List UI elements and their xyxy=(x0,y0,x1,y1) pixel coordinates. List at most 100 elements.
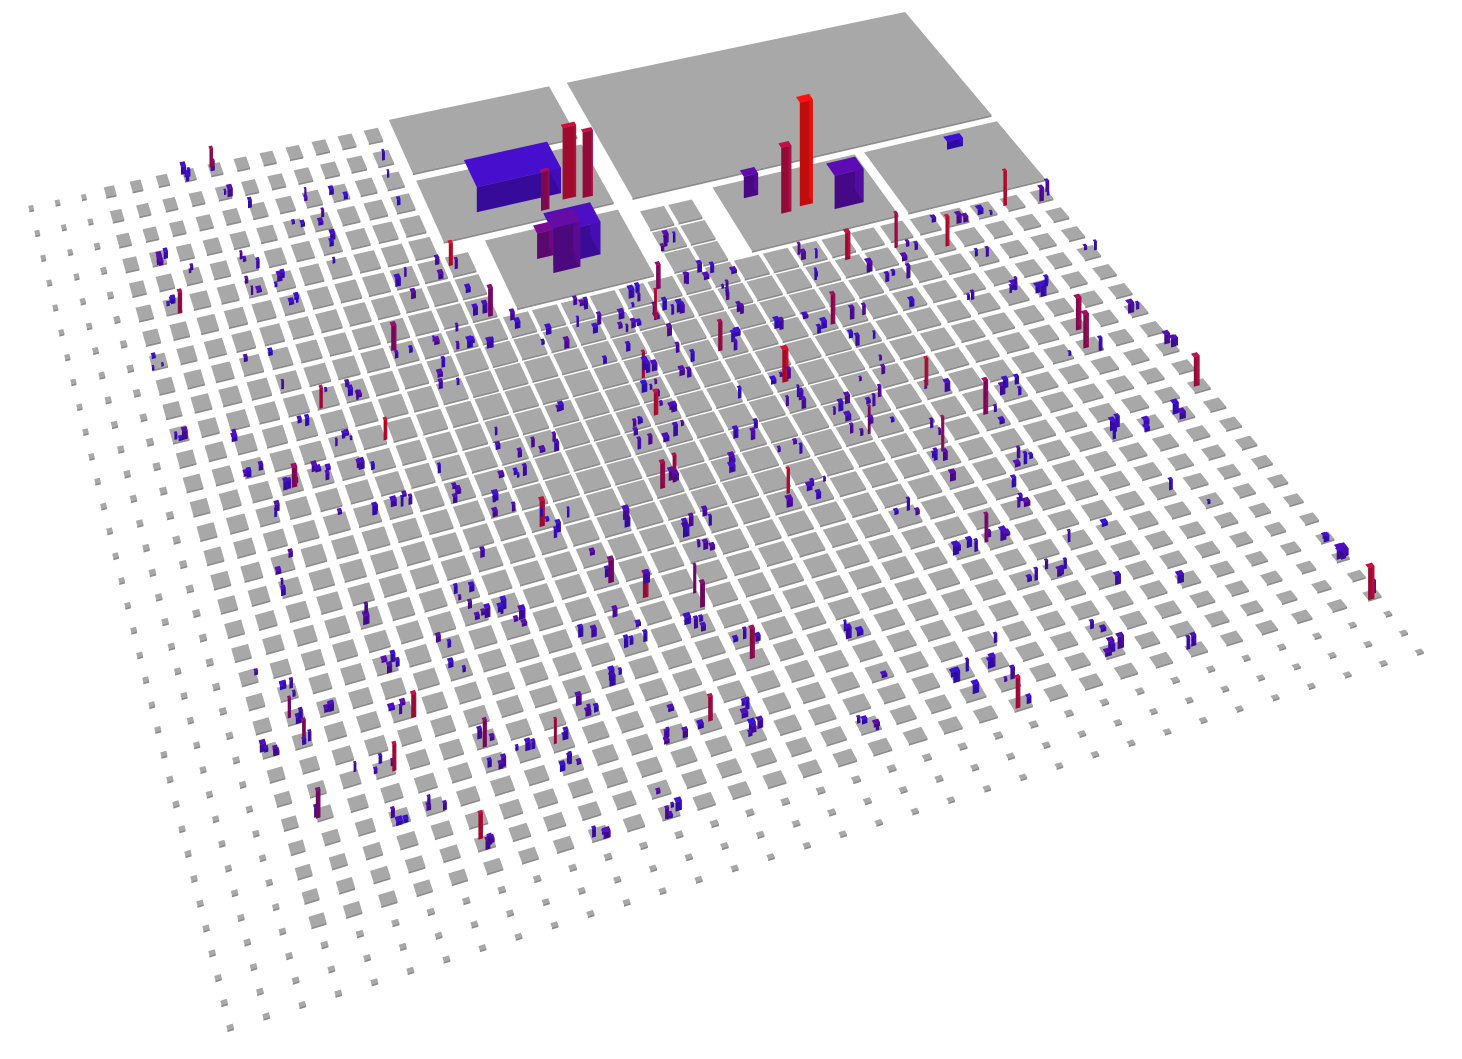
package-plot xyxy=(1260,570,1283,584)
class-building-top xyxy=(907,295,915,301)
package-plot xyxy=(982,784,991,791)
package-plot xyxy=(484,415,519,442)
class-building-top xyxy=(432,335,440,342)
package-plot xyxy=(494,437,529,464)
package-plot xyxy=(990,428,1025,450)
class-building-top xyxy=(465,335,473,342)
package-plot xyxy=(1213,511,1239,527)
class-building-top xyxy=(698,614,704,618)
package-plot xyxy=(468,625,498,648)
package-plot xyxy=(1244,550,1268,565)
package-plot xyxy=(1139,580,1168,598)
class-building-top xyxy=(698,579,705,584)
package-plot-side xyxy=(602,381,629,390)
package-plot xyxy=(716,603,749,627)
package-plot xyxy=(684,853,693,860)
package-plot-side xyxy=(462,442,488,451)
class-building-right xyxy=(801,442,803,454)
package-plot-side xyxy=(751,463,779,474)
package-plot xyxy=(627,501,664,528)
package-plot-side xyxy=(802,425,829,436)
class-building-right xyxy=(496,426,498,435)
class-building-front xyxy=(427,796,431,806)
package-plot xyxy=(85,322,93,329)
package-plot-side xyxy=(280,209,296,215)
class-building-top xyxy=(481,716,487,721)
package-plot-side xyxy=(856,580,882,590)
package-plot xyxy=(1124,559,1154,578)
package-plot-side xyxy=(832,539,858,549)
package-plot-side xyxy=(646,468,674,478)
package-plot xyxy=(1045,207,1070,222)
package-plot xyxy=(730,864,739,871)
package-plot-side xyxy=(1417,651,1424,656)
package-plot-side xyxy=(647,542,674,552)
class-building-front xyxy=(443,802,447,811)
package-plot xyxy=(757,540,793,565)
package-plot-side xyxy=(384,589,407,599)
package-plot-side xyxy=(628,301,654,310)
class-building-top xyxy=(724,279,729,282)
package-plot-side xyxy=(206,663,214,668)
package-plot xyxy=(760,416,798,442)
package-plot xyxy=(830,671,860,692)
package-plot xyxy=(858,342,896,367)
package-plot-side xyxy=(371,982,379,987)
package-plot-side xyxy=(215,978,222,983)
package-plot-side xyxy=(632,373,659,382)
class-building-right xyxy=(986,376,989,414)
package-plot-side xyxy=(218,196,233,202)
class-building-top xyxy=(607,665,615,671)
package-plot xyxy=(802,553,837,577)
package-plot-side xyxy=(453,419,479,429)
package-plot-side xyxy=(223,400,243,408)
package-plot xyxy=(459,601,489,625)
package-plot xyxy=(1295,560,1317,573)
package-plot xyxy=(861,294,898,318)
class-building-top xyxy=(401,490,407,495)
package-plot-side xyxy=(990,541,1014,551)
class-building-top xyxy=(726,451,735,457)
package-plot xyxy=(1114,490,1145,509)
package-plot-side xyxy=(1305,520,1319,527)
class-building-right xyxy=(986,511,989,542)
package-plot-side xyxy=(65,358,71,362)
package-plot xyxy=(315,309,343,332)
package-plot xyxy=(464,446,498,472)
package-plot xyxy=(512,560,545,585)
class-building-right xyxy=(1046,558,1049,569)
package-plot xyxy=(950,319,986,342)
package-plot-side xyxy=(471,924,479,929)
package-plot-side xyxy=(1069,236,1086,243)
package-plot xyxy=(568,863,577,871)
package-plot xyxy=(246,377,272,399)
package-plot-side xyxy=(346,912,363,919)
class-building-right xyxy=(908,262,911,278)
package-plot xyxy=(1090,355,1119,373)
package-plot xyxy=(661,645,692,668)
package-plot-side xyxy=(1163,349,1180,357)
class-building-right xyxy=(211,145,213,167)
package-plot-side xyxy=(220,608,238,615)
package-plot-side xyxy=(795,476,823,486)
package-plot xyxy=(182,266,203,285)
class-building-top xyxy=(809,477,815,482)
package-plot-side xyxy=(407,558,431,567)
district-c-building-right xyxy=(573,208,581,267)
class-building-top xyxy=(777,316,784,321)
package-plot-side xyxy=(112,425,118,430)
class-building-top xyxy=(520,618,528,624)
package-plot-side xyxy=(864,801,872,806)
package-plot xyxy=(262,1012,270,1019)
package-plot xyxy=(911,672,941,692)
package-plot-side xyxy=(734,371,761,380)
package-plot xyxy=(840,370,878,396)
class-building-top xyxy=(244,275,249,279)
package-plot xyxy=(1290,609,1313,623)
package-plot-side xyxy=(298,536,320,544)
package-plot xyxy=(607,533,642,559)
package-plot-side xyxy=(1118,552,1140,561)
class-building-top xyxy=(169,294,176,300)
class-building-right xyxy=(321,384,323,408)
package-plot xyxy=(939,465,975,489)
